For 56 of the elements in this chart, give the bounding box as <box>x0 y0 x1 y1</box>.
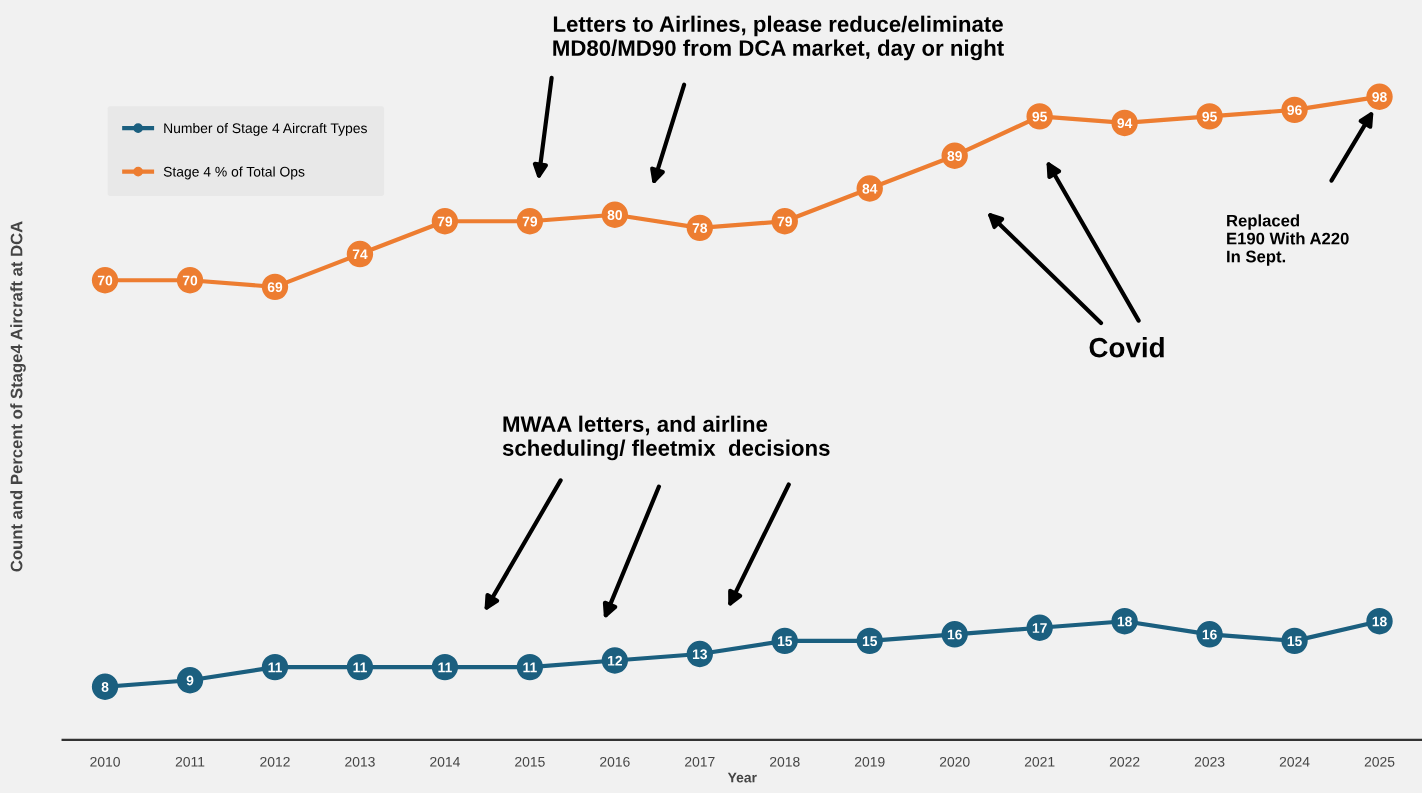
data-label: 13 <box>692 649 708 660</box>
data-label: 11 <box>268 662 282 673</box>
x-tick-label: 2025 <box>1364 756 1395 767</box>
data-label: 8 <box>101 682 109 692</box>
x-tick-label: 2017 <box>685 756 715 767</box>
data-label: 18 <box>1117 616 1132 627</box>
data-label: 70 <box>97 275 113 286</box>
data-label: 16 <box>1202 629 1217 640</box>
data-label: 79 <box>522 216 538 227</box>
x-tick-label: 2010 <box>90 756 120 767</box>
x-axis-title: Year <box>727 772 757 783</box>
x-tick-label: 2024 <box>1279 756 1310 767</box>
legend-label: Number of Stage 4 Aircraft Types <box>164 122 367 136</box>
data-label: 79 <box>777 216 792 227</box>
annotation: MWAA letters, and airline scheduling/ fleetmix decisions <box>502 415 830 461</box>
x-tick-label: 2014 <box>430 756 460 767</box>
data-label: 15 <box>1287 636 1302 647</box>
data-label: 79 <box>437 216 453 227</box>
data-label: 12 <box>607 655 623 666</box>
x-tick-label: 2013 <box>345 756 375 767</box>
x-tick-label: 2016 <box>600 756 630 767</box>
legend-label: Stage 4 % of Total Ops <box>163 166 305 180</box>
x-tick-label: 2021 <box>1024 756 1055 767</box>
x-tick-label: 2018 <box>770 756 800 767</box>
data-label: 78 <box>692 223 708 234</box>
x-tick-label: 2012 <box>260 756 290 767</box>
x-tick-label: 2020 <box>939 756 970 767</box>
data-label: 18 <box>1372 616 1387 627</box>
data-label: 11 <box>353 662 367 673</box>
x-tick-label: 2022 <box>1109 756 1140 767</box>
data-label: 96 <box>1287 105 1302 115</box>
data-label: 17 <box>1032 623 1047 633</box>
data-label: 95 <box>1202 111 1217 122</box>
data-label: 89 <box>947 151 962 161</box>
data-label: 94 <box>1117 118 1133 129</box>
y-axis-title: Count and Percent of Stage4 Aircraft at DCA <box>10 221 26 572</box>
x-tick-label: 2023 <box>1194 756 1225 767</box>
data-label: 74 <box>352 249 368 260</box>
text: Letters to Airlines, please reduce/eliminate MD80/MD90 from DCA market, day or night <box>553 15 1004 61</box>
data-label: 98 <box>1372 92 1387 102</box>
data-label: 15 <box>777 636 793 647</box>
data-label: 70 <box>182 275 198 286</box>
data-label: 16 <box>947 629 962 640</box>
data-label: 11 <box>523 662 537 673</box>
data-label: 9 <box>186 675 194 686</box>
data-label: 69 <box>267 282 283 293</box>
data-label: 84 <box>862 183 878 194</box>
data-label: 15 <box>862 636 878 647</box>
data-label: 11 <box>438 662 452 673</box>
x-tick-label: 2011 <box>175 756 205 767</box>
x-tick-label: 2015 <box>515 756 545 767</box>
data-label: 80 <box>607 210 622 220</box>
annotation: Replaced E190 With A220 In Sept. <box>1227 214 1349 266</box>
annotation: Covid <box>1089 337 1164 358</box>
x-tick-label: 2019 <box>854 756 885 767</box>
data-label: 95 <box>1032 111 1047 122</box>
